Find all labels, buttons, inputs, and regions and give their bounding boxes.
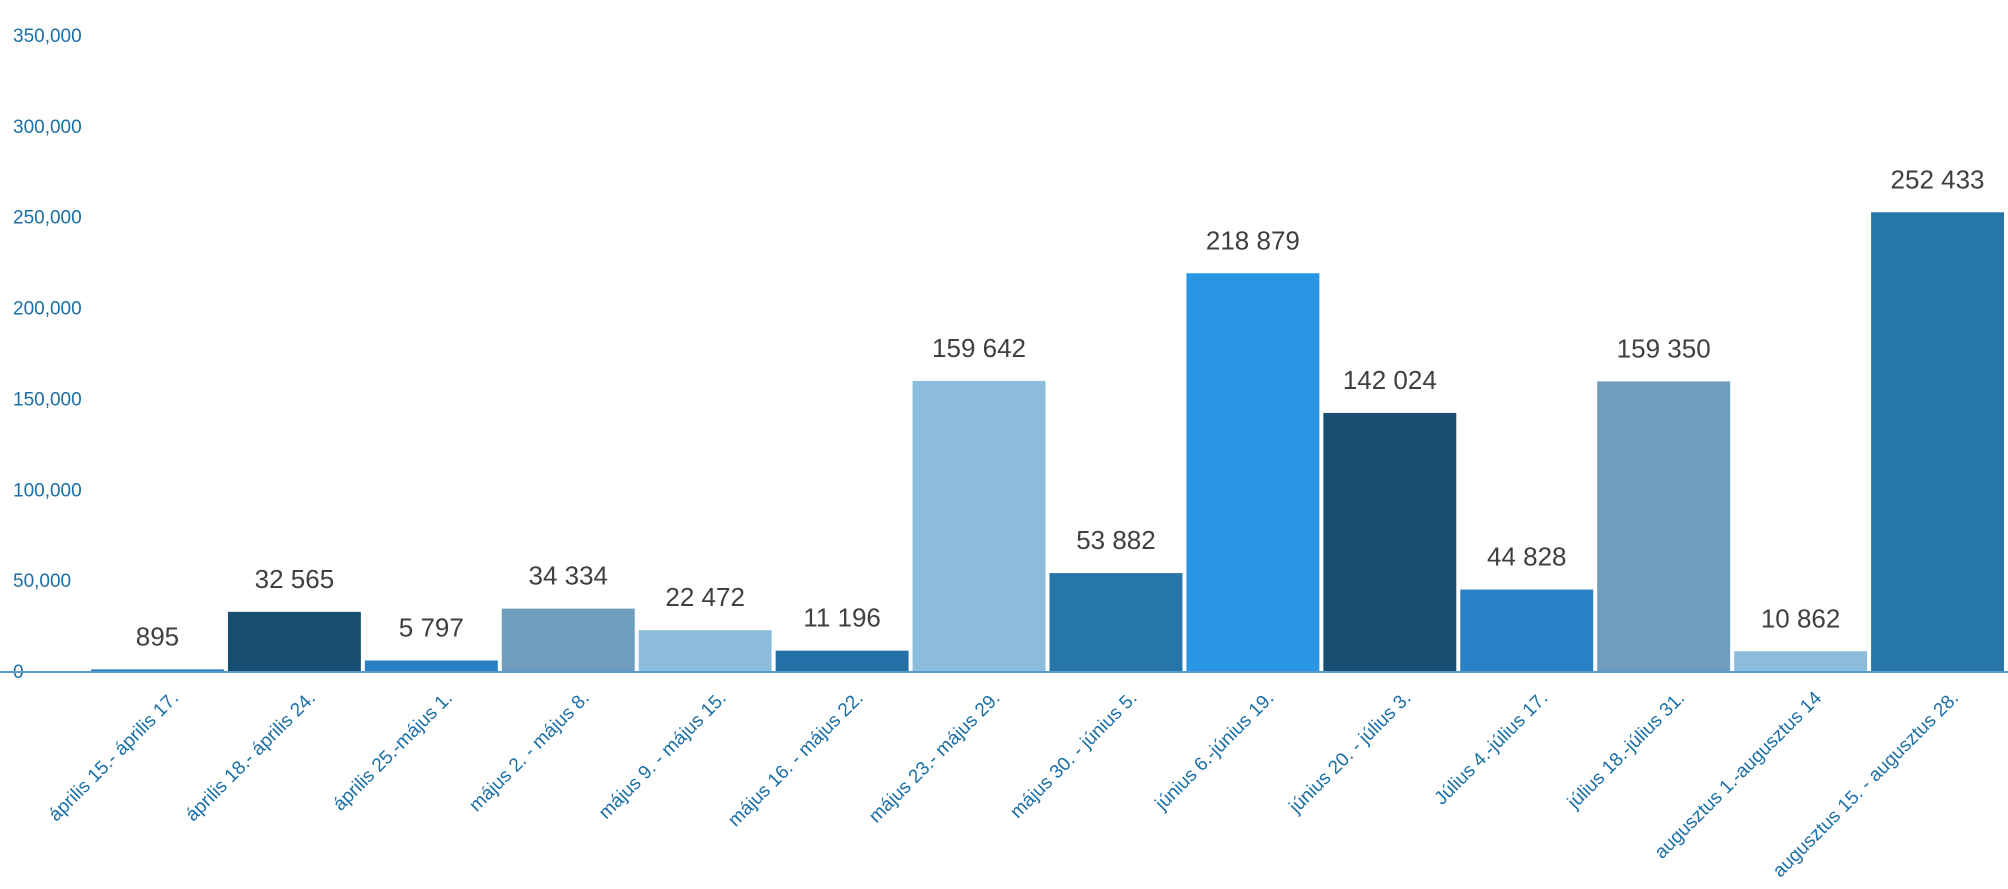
y-axis: 050,000100,000150,000200,000250,000300,0… <box>13 26 82 683</box>
y-tick-label: 250,000 <box>13 208 82 229</box>
y-tick-label: 350,000 <box>13 26 82 47</box>
x-tick-label: május 23.- május 29. <box>865 688 1005 828</box>
bar <box>912 380 1046 671</box>
bar <box>1460 589 1594 671</box>
data-label: 218 879 <box>1206 225 1300 255</box>
bar <box>638 630 772 671</box>
bar <box>1323 412 1457 671</box>
bar <box>364 660 498 671</box>
data-label: 11 196 <box>803 603 881 633</box>
x-tick-label: Július 4.-július 17. <box>1431 688 1553 810</box>
bar <box>1597 381 1731 671</box>
x-tick-label: július 18.-július 31. <box>1563 688 1689 814</box>
bar <box>775 650 909 671</box>
bars <box>91 212 2004 671</box>
x-tick-label: június 20. - július 3. <box>1285 688 1416 819</box>
data-label: 10 862 <box>1761 603 1841 633</box>
x-tick-label: május 16. - május 22. <box>724 688 867 831</box>
y-tick-label: 300,000 <box>13 117 82 138</box>
data-label: 22 472 <box>665 582 745 612</box>
x-tick-label: április 15.- április 17. <box>45 688 183 826</box>
y-tick-label: 200,000 <box>13 299 82 320</box>
data-label: 895 <box>136 621 179 651</box>
bar <box>1871 212 2004 671</box>
x-tick-label: április 25.-május 1. <box>329 688 457 816</box>
x-tick-label: április 18.- április 24. <box>182 688 320 826</box>
data-label: 252 433 <box>1891 164 1985 194</box>
data-label: 5 797 <box>399 612 464 642</box>
y-tick-label: 150,000 <box>13 389 82 410</box>
bar <box>1186 273 1320 671</box>
data-label: 53 882 <box>1076 525 1156 555</box>
bar <box>227 611 361 671</box>
data-label: 44 828 <box>1487 542 1567 572</box>
y-tick-label: 50,000 <box>13 571 71 592</box>
x-axis: április 15.- április 17.április 18.- ápr… <box>45 687 1963 881</box>
x-tick-label: május 30. - június 5. <box>1006 688 1141 823</box>
data-label: 32 565 <box>255 564 335 594</box>
x-tick-label: május 2. - május 8. <box>465 688 593 816</box>
x-tick-label: június 6.-június 19. <box>1151 688 1279 816</box>
bar <box>501 608 635 671</box>
x-tick-label: május 9. - május 15. <box>595 688 731 824</box>
data-labels: 895 32 565 5 797 34 334 22 472 11 196 159 642 5… <box>136 164 1985 651</box>
data-label: 142 024 <box>1343 365 1437 395</box>
y-tick-label: 100,000 <box>13 480 82 501</box>
bar <box>1734 651 1868 671</box>
bar <box>1049 573 1183 671</box>
bar <box>91 669 224 671</box>
data-label: 159 642 <box>932 333 1026 363</box>
data-label: 159 350 <box>1617 333 1711 363</box>
data-label: 34 334 <box>528 561 608 591</box>
